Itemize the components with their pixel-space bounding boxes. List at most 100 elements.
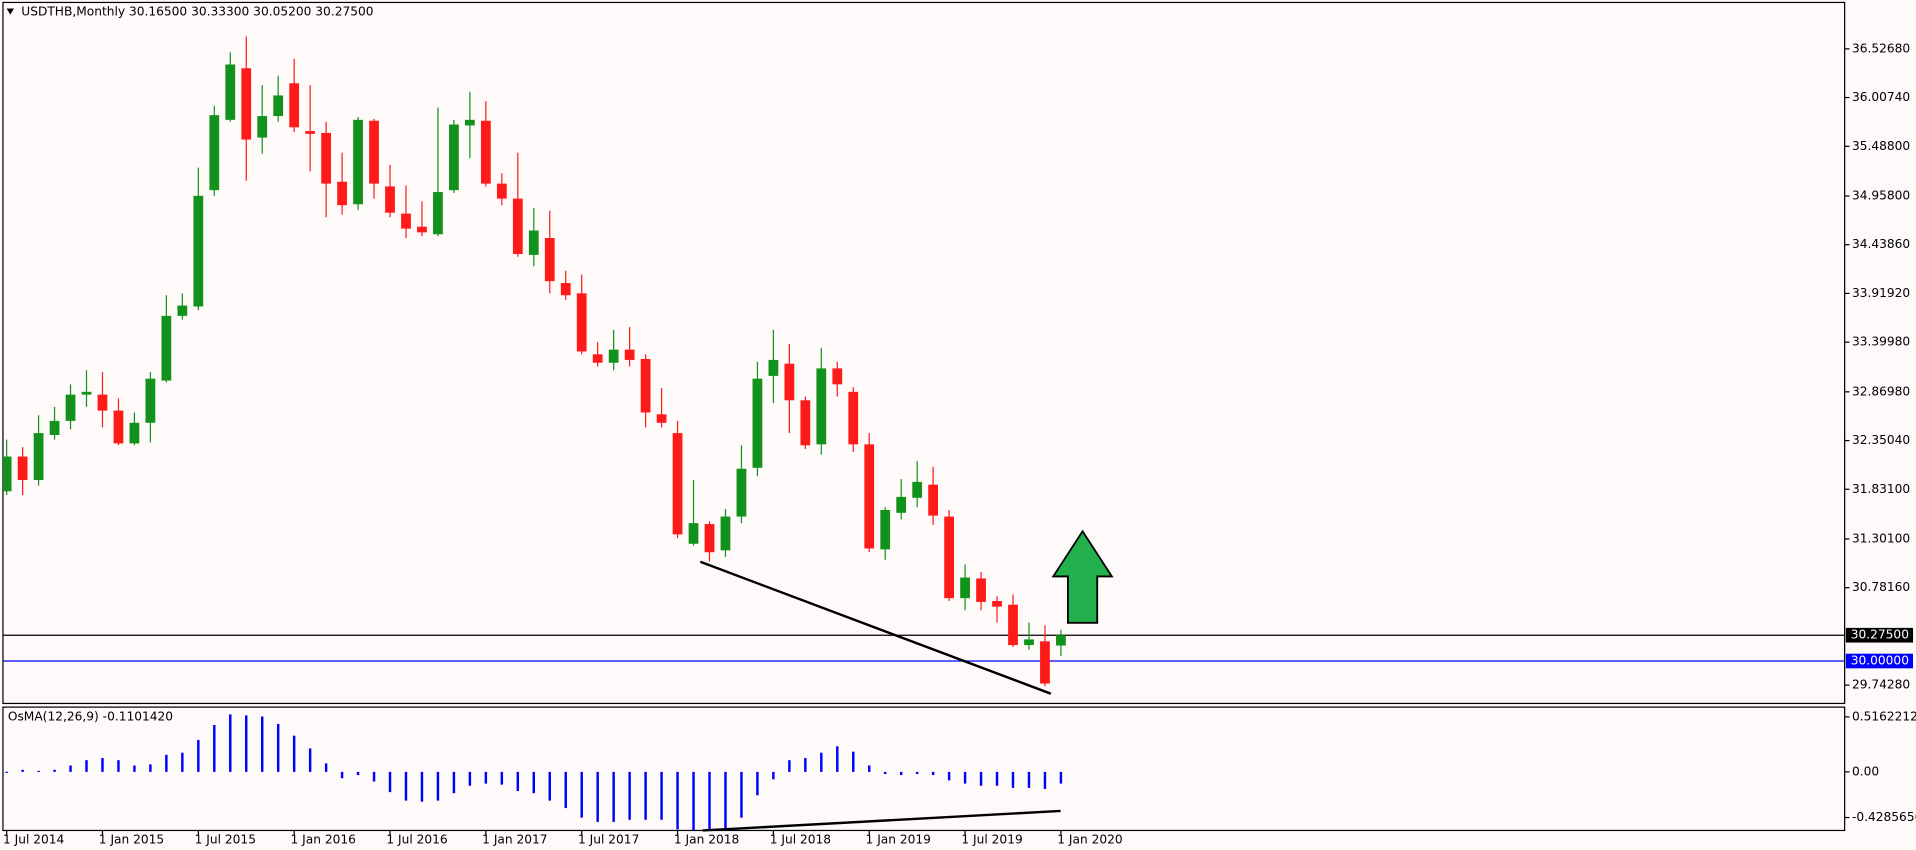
histogram-bar [149, 764, 152, 772]
x-tick-label: 1 Jan 2020 [1057, 833, 1122, 847]
candle-body [145, 378, 156, 423]
x-tick-label: 1 Jul 2019 [961, 833, 1022, 847]
candle-body [289, 83, 300, 128]
candle-body [369, 120, 379, 184]
y-tick-label: 0.5162212 [1852, 709, 1916, 723]
candle-body [465, 119, 475, 126]
histogram-bar [1027, 771, 1031, 788]
candle-body [257, 116, 268, 138]
candle-body [209, 115, 220, 191]
candle-body [656, 414, 667, 423]
candle-body [433, 192, 443, 235]
histogram-bar [245, 715, 248, 772]
candle-body [688, 523, 699, 544]
histogram-bar [197, 739, 200, 772]
y-tick-label: 31.30100 [1852, 531, 1910, 545]
x-tick-label: 1 Jul 2015 [195, 833, 256, 847]
price-label-box [1845, 653, 1914, 669]
candle-body [2, 456, 12, 492]
candle-body [832, 368, 843, 385]
y-tick-label: 33.91920 [1852, 286, 1910, 300]
menu-triangle [6, 8, 14, 15]
candle-body [1056, 635, 1066, 646]
candle-body [49, 420, 60, 435]
y-tick-label: -0.4285656 [1852, 810, 1916, 824]
histogram-bar [1011, 771, 1015, 788]
candle-body [608, 349, 619, 363]
histogram-bar [995, 771, 999, 786]
histogram-bar [788, 760, 791, 772]
histogram-bar [500, 771, 504, 785]
y-tick-label: 31.83100 [1852, 482, 1910, 496]
x-tick-label: 1 Jan 2017 [482, 833, 547, 847]
histogram-bar [931, 771, 935, 776]
candle-body [912, 481, 923, 498]
histogram-bar [548, 771, 551, 801]
y-tick-label: 33.39980 [1852, 335, 1910, 349]
candle-body [273, 95, 284, 117]
histogram-bar [37, 770, 40, 773]
candle-body [305, 131, 316, 134]
histogram-bar [213, 725, 216, 772]
histogram-bar [676, 771, 679, 830]
histogram-bar [516, 771, 520, 792]
y-tick-label: 34.43860 [1852, 237, 1910, 251]
histogram-bar [468, 771, 472, 786]
candle-body [672, 433, 683, 535]
candle-body [512, 198, 523, 254]
candle-body [161, 315, 172, 381]
histogram-bar [53, 769, 56, 772]
indicator-plot [5, 714, 1063, 831]
y-tick-label: 32.35040 [1852, 433, 1910, 447]
candle-body [97, 394, 108, 411]
candle-body [864, 444, 875, 549]
histogram-bar [820, 752, 823, 772]
x-tick-label: 1 Jul 2014 [3, 833, 65, 847]
candle-body [576, 293, 587, 352]
candle-body [960, 577, 970, 599]
candle-body [1024, 639, 1034, 646]
histogram-bar [564, 771, 567, 809]
histogram-bar [484, 771, 488, 784]
y-tick-label: 30.78160 [1852, 580, 1910, 594]
candle-body [177, 305, 188, 316]
candle-body [17, 456, 28, 480]
histogram-bar [628, 771, 631, 820]
indicator-frame [2, 706, 1846, 832]
up-arrow [1051, 529, 1114, 624]
candle-body [528, 230, 539, 255]
candle-body [800, 400, 811, 446]
candle-body [1040, 641, 1050, 684]
candle-body [81, 391, 92, 395]
histogram-bar [117, 760, 120, 772]
candle-body [848, 391, 859, 445]
histogram-bar [340, 771, 344, 779]
candle-body [449, 124, 459, 191]
histogram-bar [324, 763, 328, 772]
histogram-bar [101, 758, 104, 772]
candle-body [896, 496, 907, 513]
candle-body [736, 468, 747, 517]
histogram-bar [356, 771, 360, 776]
candle-body [1008, 604, 1018, 646]
histogram-bar [899, 771, 903, 776]
x-tick-label: 1 Jul 2017 [578, 833, 639, 847]
histogram-bar [947, 771, 951, 781]
candle-body [944, 516, 954, 599]
histogram-bar [740, 771, 743, 818]
x-tick-label: 1 Jan 2015 [99, 833, 164, 847]
y-tick-label: 36.52680 [1852, 41, 1910, 55]
histogram-bar [420, 771, 424, 802]
histogram-bar [963, 771, 967, 784]
histogram-bar [836, 746, 839, 772]
histogram-bar [756, 771, 759, 796]
candle-body [752, 378, 763, 468]
histogram-bar [69, 765, 72, 772]
price-label-box [1845, 627, 1914, 643]
x-tick-label: 1 Jan 2019 [866, 833, 931, 847]
histogram-bar [692, 771, 695, 831]
histogram-bar [852, 751, 855, 772]
histogram-bar [133, 765, 136, 772]
